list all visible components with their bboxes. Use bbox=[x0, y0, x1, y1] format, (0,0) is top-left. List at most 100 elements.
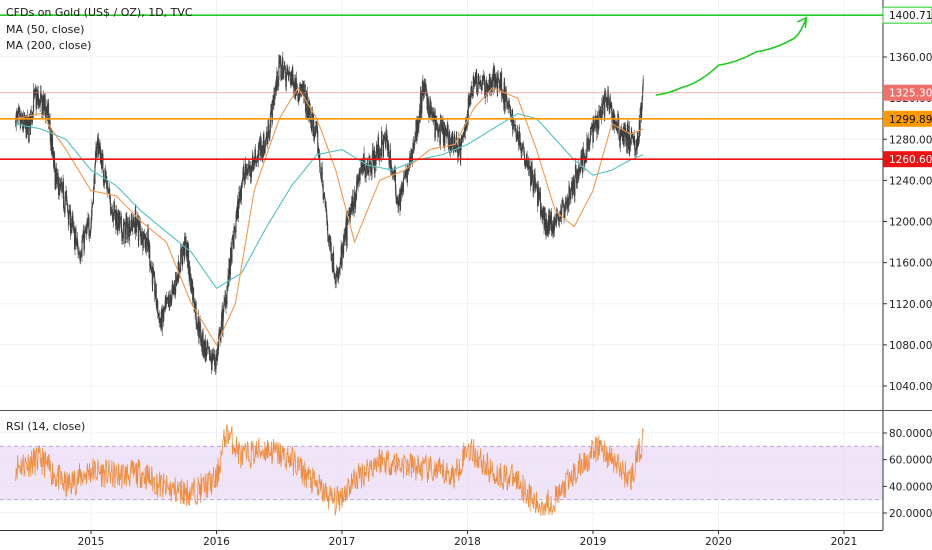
candle-body bbox=[501, 72, 503, 96]
rsi-axis-ticks[interactable]: 80.0000 60.0000 40.0000 20.0000 bbox=[883, 428, 932, 520]
candle-body bbox=[269, 113, 271, 133]
candle-body bbox=[326, 219, 328, 224]
candle-body bbox=[219, 329, 221, 341]
green-level-label: 1400.71 bbox=[889, 10, 932, 22]
candle-body bbox=[67, 202, 69, 212]
candle-body bbox=[96, 149, 98, 158]
candle-body bbox=[68, 210, 70, 225]
candle-body bbox=[241, 179, 243, 183]
ma50-line bbox=[15, 86, 644, 347]
candle-body bbox=[231, 237, 233, 263]
candle-body bbox=[280, 61, 282, 79]
candle-body bbox=[445, 133, 447, 137]
candle-body bbox=[91, 206, 93, 216]
candle-body bbox=[510, 108, 512, 116]
candle-body bbox=[602, 98, 604, 100]
candle-body bbox=[253, 158, 255, 164]
candle-body bbox=[483, 77, 485, 80]
candle-body bbox=[205, 356, 207, 357]
candle-body bbox=[223, 301, 225, 308]
candle-body bbox=[561, 200, 563, 210]
time-tick-label: 2016 bbox=[203, 536, 230, 548]
candle-body bbox=[28, 119, 30, 142]
candle-body bbox=[270, 109, 272, 114]
candle-body bbox=[616, 122, 618, 130]
candle-body bbox=[584, 160, 586, 165]
candle-body bbox=[284, 67, 286, 80]
candle-body bbox=[403, 176, 405, 179]
candle-body bbox=[531, 162, 533, 185]
candle-body bbox=[314, 131, 316, 138]
rsi-legend[interactable]: RSI (14, close) bbox=[6, 420, 86, 433]
time-axis-ticks[interactable]: 2015 2016 2017 2018 2019 2020 2021 bbox=[78, 530, 858, 548]
candle-body bbox=[385, 130, 387, 148]
candle-body bbox=[292, 79, 294, 85]
candle-body bbox=[328, 239, 330, 241]
candle-body bbox=[70, 209, 72, 234]
candle-body bbox=[522, 145, 524, 148]
price-axis-ticks[interactable]: 1360.001320.001280.001240.001200.001160.… bbox=[883, 52, 932, 393]
candle-body bbox=[176, 279, 178, 281]
candle-body bbox=[208, 347, 210, 349]
candle-body bbox=[451, 137, 453, 147]
candle-body bbox=[460, 146, 462, 161]
candle-body bbox=[477, 86, 479, 92]
candle-body bbox=[230, 248, 232, 275]
candle-body bbox=[196, 323, 198, 325]
candle-body bbox=[233, 227, 235, 249]
candle-body bbox=[146, 242, 148, 253]
candle-body bbox=[120, 215, 122, 229]
candle-body bbox=[79, 255, 81, 261]
candle-body bbox=[378, 137, 380, 159]
candle-body bbox=[96, 140, 98, 150]
candle-body bbox=[402, 177, 404, 192]
candle-body bbox=[47, 103, 49, 115]
candle-body bbox=[108, 189, 110, 195]
candle-body bbox=[303, 91, 305, 97]
candle-body bbox=[572, 182, 574, 195]
forecast-arrow-head bbox=[797, 16, 808, 29]
candle-body bbox=[86, 221, 88, 234]
candle-body bbox=[593, 122, 595, 128]
chart-title[interactable]: CFDs on Gold (US$ / OZ), 1D, TVC bbox=[6, 6, 193, 19]
candle-body bbox=[464, 129, 466, 134]
candle-body bbox=[540, 210, 542, 216]
candle-body bbox=[359, 170, 361, 181]
candle-body bbox=[549, 215, 551, 225]
candle-body bbox=[386, 134, 388, 141]
candle-body bbox=[110, 209, 112, 214]
price-tick-label: 1080.00 bbox=[889, 340, 932, 352]
candle-body bbox=[298, 95, 300, 96]
candle-body bbox=[271, 100, 273, 123]
candle-body bbox=[178, 261, 180, 277]
candle-body bbox=[594, 120, 596, 129]
candle-body bbox=[619, 131, 621, 147]
time-tick-label: 2020 bbox=[705, 536, 732, 548]
candle-body bbox=[199, 321, 201, 326]
red-level-tag: 1260.60 bbox=[883, 151, 932, 168]
candle-body bbox=[263, 134, 265, 149]
candle-body bbox=[610, 102, 612, 106]
candle-body bbox=[288, 73, 290, 77]
candle-body bbox=[112, 213, 114, 221]
candle-body bbox=[462, 135, 464, 139]
candle-body bbox=[287, 67, 289, 71]
candle-body bbox=[458, 138, 460, 149]
candle-body bbox=[232, 235, 234, 240]
candle-body bbox=[333, 253, 335, 272]
candle-body bbox=[508, 104, 510, 107]
candle-body bbox=[553, 222, 555, 230]
ma200-legend[interactable]: MA (200, close) bbox=[6, 39, 92, 52]
candle-body bbox=[557, 216, 559, 221]
candle-body bbox=[67, 211, 69, 215]
candle-body bbox=[39, 99, 41, 107]
candle-body bbox=[172, 284, 174, 289]
candle-body bbox=[247, 166, 249, 171]
candle-body bbox=[406, 165, 408, 183]
candle-body bbox=[195, 303, 197, 324]
candle-body bbox=[340, 262, 342, 263]
candle-body bbox=[33, 90, 35, 112]
ma50-legend[interactable]: MA (50, close) bbox=[6, 23, 85, 36]
candle-body bbox=[440, 117, 442, 127]
candle-body bbox=[89, 229, 91, 236]
